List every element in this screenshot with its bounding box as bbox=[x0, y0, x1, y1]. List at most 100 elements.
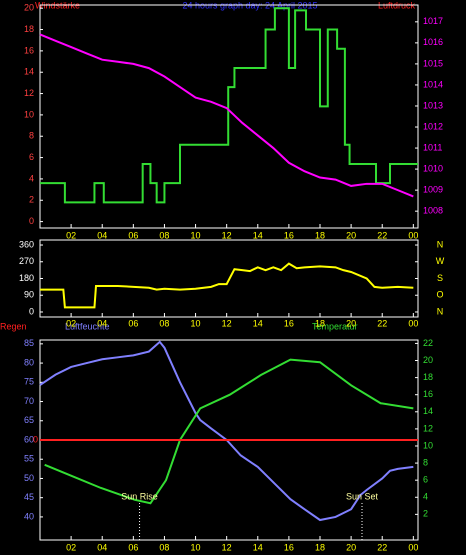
y-tick-label: 75 bbox=[24, 377, 34, 387]
x-tick-label: 16 bbox=[284, 230, 294, 240]
x-tick-label: 18 bbox=[315, 230, 325, 240]
y-tick-label: 65 bbox=[24, 415, 34, 425]
y2-tick-label: 4 bbox=[423, 492, 428, 502]
x-tick-label: 12 bbox=[222, 542, 232, 552]
y-tick-label: 8 bbox=[29, 131, 34, 141]
x-tick-label: 00 bbox=[408, 318, 418, 328]
y2-tick-label: 1016 bbox=[423, 37, 443, 47]
x-tick-label: 14 bbox=[253, 230, 263, 240]
x-tick-label: 00 bbox=[408, 542, 418, 552]
x-tick-label: 10 bbox=[191, 542, 201, 552]
y2-tick-label: 20 bbox=[423, 355, 433, 365]
x-tick-label: 04 bbox=[97, 230, 107, 240]
y-tick-label: 10 bbox=[24, 109, 34, 119]
annotation: Sun Rise bbox=[121, 491, 158, 501]
y2-tick-label: 1010 bbox=[423, 163, 443, 173]
y-tick-label: 6 bbox=[29, 152, 34, 162]
y2-tick-label: 1009 bbox=[423, 185, 443, 195]
y2-tick-label: 1014 bbox=[423, 79, 443, 89]
y2-tick-label: 1011 bbox=[423, 142, 442, 152]
x-tick-label: 10 bbox=[191, 318, 201, 328]
x-tick-label: 06 bbox=[128, 542, 138, 552]
y-tick-label: 50 bbox=[24, 473, 34, 483]
y3-tick-label: 0 bbox=[33, 434, 38, 444]
y2-tick-label: 12 bbox=[423, 423, 433, 433]
temperature-axis-label: Temperatur bbox=[312, 321, 358, 331]
x-tick-label: 08 bbox=[159, 542, 169, 552]
y-tick-label: 40 bbox=[24, 511, 34, 521]
y-tick-label: 360 bbox=[19, 239, 34, 249]
x-tick-label: 20 bbox=[346, 318, 356, 328]
y-tick-label: 0 bbox=[29, 306, 34, 316]
y-tick-label: 45 bbox=[24, 492, 34, 502]
y2-tick-label: N bbox=[437, 306, 444, 316]
humidity-axis-label: Luftfeuchte bbox=[65, 321, 110, 331]
x-tick-label: 18 bbox=[315, 318, 325, 328]
x-tick-label: 16 bbox=[284, 318, 294, 328]
y-tick-label: 14 bbox=[24, 67, 34, 77]
annotation: Sun Set bbox=[346, 491, 379, 501]
x-tick-label: 06 bbox=[128, 318, 138, 328]
data-line bbox=[40, 7, 418, 204]
y2-tick-label: O bbox=[436, 290, 443, 300]
y2-tick-label: N bbox=[437, 239, 444, 249]
x-tick-label: 06 bbox=[128, 230, 138, 240]
y2-tick-label: W bbox=[436, 256, 445, 266]
y2-tick-label: 1015 bbox=[423, 58, 443, 68]
y-tick-label: 16 bbox=[24, 45, 34, 55]
x-tick-label: 14 bbox=[253, 318, 263, 328]
x-tick-label: 04 bbox=[97, 318, 107, 328]
y-tick-label: 2 bbox=[29, 195, 34, 205]
x-tick-label: 14 bbox=[253, 542, 263, 552]
y-tick-label: 60 bbox=[24, 434, 34, 444]
y2-tick-label: 16 bbox=[423, 389, 433, 399]
x-tick-label: 12 bbox=[222, 230, 232, 240]
x-tick-label: 20 bbox=[346, 542, 356, 552]
y2-tick-label: 1013 bbox=[423, 100, 443, 110]
y-tick-label: 80 bbox=[24, 357, 34, 367]
y2-tick-label: 8 bbox=[423, 457, 428, 467]
rain-axis-label: Regen bbox=[0, 321, 27, 331]
x-tick-label: 02 bbox=[66, 542, 76, 552]
y2-tick-label: 2 bbox=[423, 509, 428, 519]
y2-tick-label: 1017 bbox=[423, 16, 443, 26]
y-tick-label: 270 bbox=[19, 256, 34, 266]
y-tick-label: 12 bbox=[24, 88, 34, 98]
y2-tick-label: 1012 bbox=[423, 121, 443, 131]
x-tick-label: 16 bbox=[284, 542, 294, 552]
y2-tick-label: 1008 bbox=[423, 206, 443, 216]
y-tick-label: 70 bbox=[24, 396, 34, 406]
y-tick-label: 4 bbox=[29, 173, 34, 183]
x-tick-label: 02 bbox=[66, 318, 76, 328]
x-tick-label: 00 bbox=[408, 230, 418, 240]
x-tick-label: 12 bbox=[222, 318, 232, 328]
plot-frame bbox=[39, 4, 419, 229]
y-tick-label: 180 bbox=[19, 273, 34, 283]
x-tick-label: 22 bbox=[377, 230, 387, 240]
data-line bbox=[39, 33, 414, 198]
data-line bbox=[44, 358, 414, 505]
x-tick-label: 22 bbox=[377, 542, 387, 552]
data-line bbox=[40, 262, 414, 309]
y2-tick-label: S bbox=[437, 273, 443, 283]
y2-tick-label: 6 bbox=[423, 475, 428, 485]
x-tick-label: 10 bbox=[191, 230, 201, 240]
y2-tick-label: 14 bbox=[423, 406, 433, 416]
x-tick-label: 18 bbox=[315, 542, 325, 552]
x-tick-label: 08 bbox=[159, 230, 169, 240]
x-tick-label: 08 bbox=[159, 318, 169, 328]
y-tick-label: 55 bbox=[24, 454, 34, 464]
y2-tick-label: 22 bbox=[423, 338, 433, 348]
x-tick-label: 04 bbox=[97, 542, 107, 552]
y-tick-label: 0 bbox=[29, 216, 34, 226]
y2-tick-label: 18 bbox=[423, 372, 433, 382]
y-tick-label: 85 bbox=[24, 338, 34, 348]
y-tick-label: 18 bbox=[24, 24, 34, 34]
y-tick-label: 20 bbox=[24, 3, 34, 13]
y-tick-label: 90 bbox=[24, 290, 34, 300]
x-tick-label: 02 bbox=[66, 230, 76, 240]
y2-tick-label: 10 bbox=[423, 440, 433, 450]
x-tick-label: 20 bbox=[346, 230, 356, 240]
